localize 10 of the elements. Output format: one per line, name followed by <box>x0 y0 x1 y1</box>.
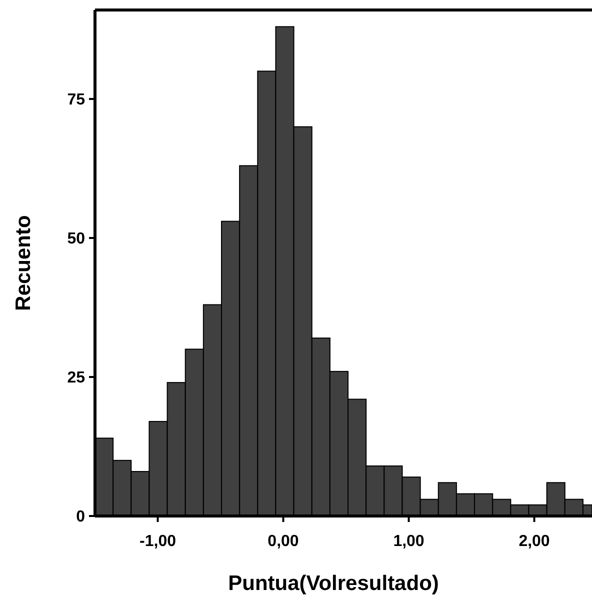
y-tick-label: 0 <box>76 508 86 526</box>
y-tick-label: 25 <box>67 370 86 387</box>
x-axis-title: Puntua(Volresultado) <box>228 572 439 595</box>
x-tick-label: 2,00 <box>518 533 550 550</box>
x-tick-label: 1,00 <box>393 533 424 550</box>
x-tick-label: -1,00 <box>140 533 176 550</box>
y-axis-title: Recuento <box>12 215 35 311</box>
y-tick-label: 75 <box>67 92 86 109</box>
y-tick-label: 50 <box>67 230 86 248</box>
x-tick-label: 0,00 <box>268 533 299 550</box>
